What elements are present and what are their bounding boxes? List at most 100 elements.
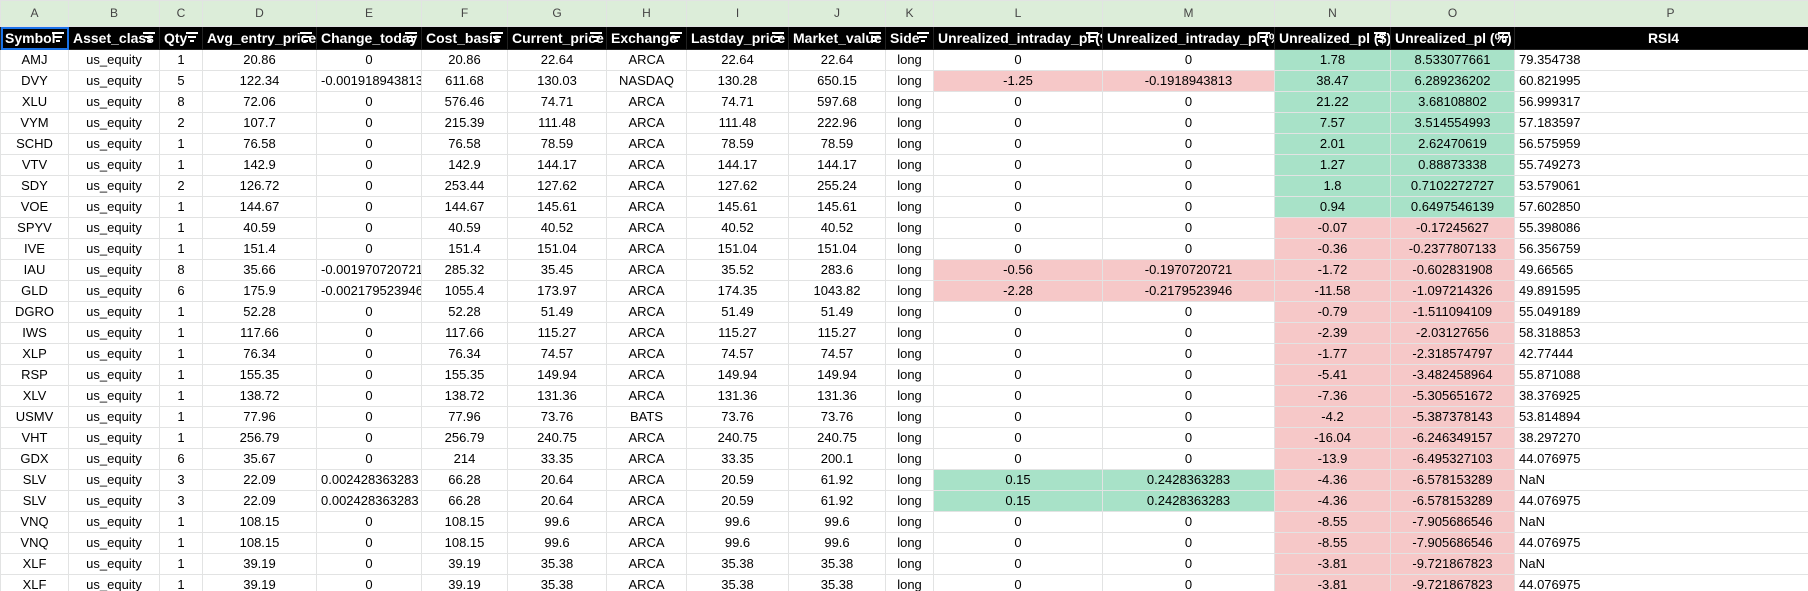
cell-f[interactable]: 66.28	[421, 469, 508, 491]
cell-j[interactable]: 240.75	[788, 427, 886, 449]
cell-l[interactable]: 0	[933, 49, 1103, 71]
cell-k[interactable]: long	[885, 448, 934, 470]
filter-icon[interactable]	[186, 32, 198, 44]
cell-e[interactable]: 0	[316, 385, 422, 407]
cell-h[interactable]: ARCA	[606, 532, 687, 554]
cell-m[interactable]: 0	[1102, 301, 1275, 323]
cell-f[interactable]: 285.32	[421, 259, 508, 281]
cell-l[interactable]: 0.15	[933, 490, 1103, 512]
cell-l[interactable]: 0	[933, 217, 1103, 239]
column-letter-f[interactable]: F	[421, 0, 508, 27]
cell-j[interactable]: 145.61	[788, 196, 886, 218]
cell-p[interactable]: 58.318853	[1514, 322, 1808, 344]
cell-n[interactable]: 1.8	[1274, 175, 1391, 197]
cell-i[interactable]: 99.6	[686, 511, 789, 533]
cell-c[interactable]: 8	[159, 91, 203, 113]
cell-b[interactable]: us_equity	[68, 364, 160, 386]
cell-m[interactable]: 0	[1102, 343, 1275, 365]
cell-k[interactable]: long	[885, 112, 934, 134]
cell-j[interactable]: 35.38	[788, 553, 886, 575]
cell-h[interactable]: ARCA	[606, 217, 687, 239]
cell-n[interactable]: -0.07	[1274, 217, 1391, 239]
cell-l[interactable]: 0	[933, 574, 1103, 591]
cell-h[interactable]: ARCA	[606, 49, 687, 71]
cell-o[interactable]: 3.514554993	[1390, 112, 1515, 134]
cell-e[interactable]: 0.002428363283	[316, 469, 422, 491]
cell-a[interactable]: XLV	[0, 385, 69, 407]
cell-o[interactable]: -3.482458964	[1390, 364, 1515, 386]
cell-i[interactable]: 74.71	[686, 91, 789, 113]
cell-o[interactable]: -9.721867823	[1390, 574, 1515, 591]
cell-p[interactable]: 44.076975	[1514, 574, 1808, 591]
cell-f[interactable]: 214	[421, 448, 508, 470]
cell-m[interactable]: 0	[1102, 112, 1275, 134]
cell-d[interactable]: 20.86	[202, 49, 317, 71]
cell-f[interactable]: 108.15	[421, 532, 508, 554]
cell-n[interactable]: -7.36	[1274, 385, 1391, 407]
cell-i[interactable]: 73.76	[686, 406, 789, 428]
filter-icon[interactable]	[670, 32, 682, 44]
cell-b[interactable]: us_equity	[68, 469, 160, 491]
header-cell-0[interactable]: Symbol	[0, 26, 69, 50]
cell-n[interactable]: -4.2	[1274, 406, 1391, 428]
cell-j[interactable]: 222.96	[788, 112, 886, 134]
cell-l[interactable]: 0	[933, 532, 1103, 554]
cell-i[interactable]: 115.27	[686, 322, 789, 344]
cell-m[interactable]: 0	[1102, 154, 1275, 176]
cell-o[interactable]: 0.88873338	[1390, 154, 1515, 176]
cell-f[interactable]: 20.86	[421, 49, 508, 71]
cell-p[interactable]: 49.891595	[1514, 280, 1808, 302]
cell-m[interactable]: 0	[1102, 49, 1275, 71]
cell-e[interactable]: 0	[316, 49, 422, 71]
cell-g[interactable]: 240.75	[507, 427, 607, 449]
cell-h[interactable]: ARCA	[606, 553, 687, 575]
cell-b[interactable]: us_equity	[68, 490, 160, 512]
cell-d[interactable]: 72.06	[202, 91, 317, 113]
cell-j[interactable]: 51.49	[788, 301, 886, 323]
cell-l[interactable]: 0	[933, 238, 1103, 260]
cell-m[interactable]: 0	[1102, 322, 1275, 344]
cell-e[interactable]: 0	[316, 154, 422, 176]
cell-d[interactable]: 76.34	[202, 343, 317, 365]
cell-a[interactable]: SPYV	[0, 217, 69, 239]
cell-c[interactable]: 1	[159, 574, 203, 591]
cell-a[interactable]: GLD	[0, 280, 69, 302]
header-cell-12[interactable]: Unrealized_intraday_pl (%)	[1102, 26, 1275, 50]
cell-c[interactable]: 1	[159, 343, 203, 365]
cell-a[interactable]: SDY	[0, 175, 69, 197]
cell-p[interactable]: 55.398086	[1514, 217, 1808, 239]
cell-l[interactable]: 0	[933, 301, 1103, 323]
cell-m[interactable]: 0	[1102, 574, 1275, 591]
cell-o[interactable]: 6.289236202	[1390, 70, 1515, 92]
cell-c[interactable]: 3	[159, 490, 203, 512]
cell-o[interactable]: -5.387378143	[1390, 406, 1515, 428]
cell-p[interactable]: 57.183597	[1514, 112, 1808, 134]
cell-d[interactable]: 40.59	[202, 217, 317, 239]
cell-p[interactable]: NaN	[1514, 511, 1808, 533]
cell-a[interactable]: XLU	[0, 91, 69, 113]
cell-k[interactable]: long	[885, 301, 934, 323]
cell-j[interactable]: 35.38	[788, 574, 886, 591]
cell-o[interactable]: -0.17245627	[1390, 217, 1515, 239]
cell-o[interactable]: -1.511094109	[1390, 301, 1515, 323]
cell-m[interactable]: 0	[1102, 406, 1275, 428]
cell-o[interactable]: -2.318574797	[1390, 343, 1515, 365]
header-cell-5[interactable]: Cost_basis	[421, 26, 508, 50]
cell-l[interactable]: 0	[933, 427, 1103, 449]
cell-k[interactable]: long	[885, 217, 934, 239]
cell-f[interactable]: 138.72	[421, 385, 508, 407]
cell-h[interactable]: ARCA	[606, 112, 687, 134]
cell-j[interactable]: 40.52	[788, 217, 886, 239]
cell-n[interactable]: -8.55	[1274, 511, 1391, 533]
cell-k[interactable]: long	[885, 322, 934, 344]
cell-o[interactable]: -0.602831908	[1390, 259, 1515, 281]
column-letter-n[interactable]: N	[1274, 0, 1391, 27]
cell-b[interactable]: us_equity	[68, 217, 160, 239]
cell-l[interactable]: 0	[933, 133, 1103, 155]
cell-l[interactable]: 0	[933, 196, 1103, 218]
cell-n[interactable]: 0.94	[1274, 196, 1391, 218]
cell-c[interactable]: 1	[159, 301, 203, 323]
cell-n[interactable]: 1.27	[1274, 154, 1391, 176]
cell-i[interactable]: 35.38	[686, 574, 789, 591]
filter-icon[interactable]	[869, 32, 881, 44]
